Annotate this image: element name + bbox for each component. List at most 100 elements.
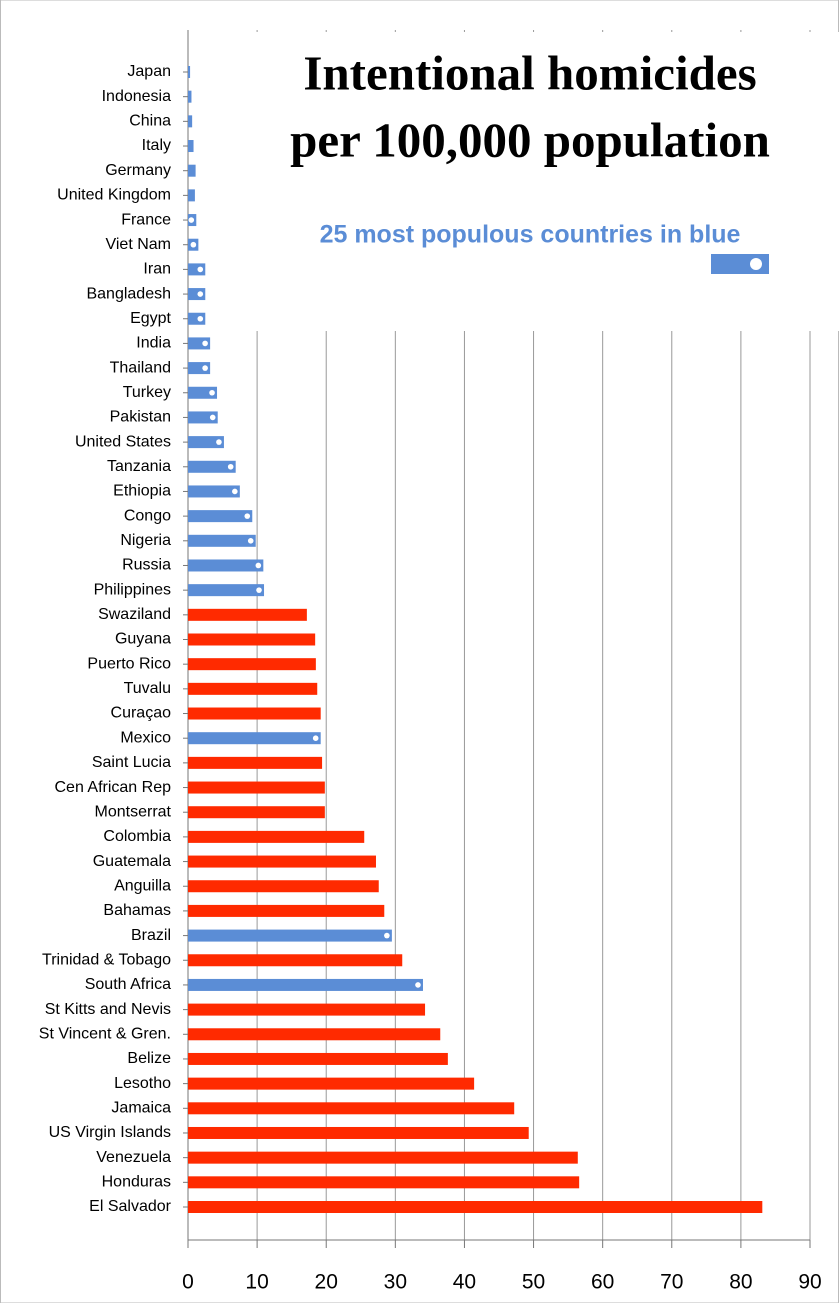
- bar: [188, 140, 194, 153]
- y-tick-label: Puerto Rico: [87, 655, 171, 672]
- y-tick-label: United States: [75, 433, 171, 450]
- bar: [188, 510, 253, 523]
- bar-dot: [244, 513, 251, 519]
- bar: [188, 756, 323, 769]
- bar-dot: [209, 414, 216, 421]
- bar: [188, 90, 192, 103]
- bar: [188, 855, 376, 868]
- y-tick-label: Honduras: [102, 1174, 171, 1191]
- bar-dot: [216, 439, 222, 445]
- y-tick-label: Iran: [143, 261, 171, 278]
- x-tick-label: 70: [660, 1271, 683, 1294]
- y-tick-label: Brazil: [131, 927, 171, 944]
- bar-dot: [197, 266, 204, 273]
- title-panel: [242, 32, 839, 331]
- y-tick-label: Montserrat: [95, 803, 172, 820]
- bar: [188, 1003, 426, 1016]
- y-tick-label: Viet Nam: [105, 236, 171, 253]
- bar: [188, 436, 224, 449]
- y-tick-label: Swaziland: [98, 606, 171, 623]
- y-tick-label: Ethiopia: [113, 483, 171, 500]
- bar: [188, 682, 318, 695]
- bar: [188, 830, 365, 843]
- y-tick-label: Tanzania: [107, 458, 171, 475]
- x-tick-label: 20: [315, 1271, 338, 1294]
- bar: [188, 66, 191, 78]
- bar: [188, 978, 423, 991]
- bar-dot: [312, 735, 319, 741]
- y-tick-label: Saint Lucia: [92, 754, 171, 771]
- bar-dot: [232, 488, 238, 495]
- y-tick-label: St Kitts and Nevis: [45, 1001, 171, 1018]
- y-tick-label: Guatemala: [93, 853, 171, 870]
- y-tick-label: South Africa: [85, 976, 171, 993]
- bar: [188, 658, 316, 671]
- y-tick-label: Nigeria: [120, 532, 171, 549]
- y-tick-label: Jamaica: [111, 1100, 171, 1117]
- bar: [188, 312, 206, 325]
- bar: [188, 189, 195, 202]
- bar: [188, 584, 265, 597]
- bar: [188, 1052, 448, 1065]
- y-tick-label: Thailand: [110, 359, 171, 376]
- y-tick-label: Guyana: [115, 631, 171, 648]
- bar: [188, 559, 264, 572]
- bar: [188, 534, 256, 547]
- x-tick-label: 90: [798, 1271, 821, 1294]
- y-tick-label: Turkey: [123, 384, 171, 401]
- y-tick-label: Venezuela: [96, 1149, 171, 1166]
- bar: [188, 164, 196, 177]
- legend-dot: [750, 258, 762, 270]
- y-tick-label: United Kingdom: [57, 187, 171, 204]
- y-tick-label: El Salvador: [89, 1198, 171, 1215]
- bar: [188, 633, 316, 646]
- bar: [188, 880, 379, 893]
- y-tick-label: Colombia: [103, 828, 171, 845]
- bar-dot: [415, 982, 421, 988]
- y-tick-label: Japan: [127, 63, 171, 80]
- legend-label: 25 most populous countries in blue: [320, 221, 741, 249]
- bar-dot: [188, 217, 195, 223]
- bar: [188, 1028, 441, 1041]
- bar-dot: [202, 365, 208, 371]
- y-tick-label: Trinidad & Tobago: [42, 951, 171, 968]
- bar-dot: [190, 241, 197, 248]
- y-tick-label: Philippines: [94, 581, 171, 598]
- bar: [188, 781, 325, 794]
- bar: [188, 608, 307, 621]
- y-tick-label: Pakistan: [110, 409, 171, 426]
- chart-title: Intentional homicides: [303, 45, 756, 100]
- x-tick-label: 0: [182, 1271, 194, 1294]
- bar: [188, 1176, 580, 1189]
- y-tick-label: Bahamas: [103, 902, 171, 919]
- x-tick-label: 60: [591, 1271, 614, 1294]
- bar: [188, 1102, 515, 1115]
- y-tick-label: Bangladesh: [86, 285, 171, 302]
- bar-dot: [255, 562, 262, 569]
- y-tick-label: Egypt: [130, 310, 171, 327]
- bar-dot: [247, 538, 254, 544]
- bar-dot: [197, 315, 204, 322]
- bar-dot: [256, 587, 262, 593]
- y-tick-label: China: [129, 113, 171, 130]
- y-tick-label: St Vincent & Gren.: [39, 1026, 171, 1043]
- y-tick-label: Lesotho: [114, 1075, 171, 1092]
- bar: [188, 337, 211, 350]
- x-tick-label: 30: [384, 1271, 407, 1294]
- x-tick-label: 10: [245, 1271, 268, 1294]
- bar: [188, 288, 206, 301]
- y-tick-label: Italy: [142, 137, 171, 154]
- y-tick-label: France: [121, 211, 171, 228]
- y-tick-label: Curaçao: [111, 705, 172, 722]
- bar: [188, 115, 193, 128]
- bar: [188, 707, 321, 720]
- bar-dot: [384, 932, 390, 939]
- bar: [188, 806, 325, 819]
- bar: [188, 485, 240, 498]
- bar: [188, 411, 218, 424]
- y-tick-label: Germany: [105, 162, 171, 179]
- bar-dot: [227, 463, 234, 470]
- y-tick-label: Russia: [122, 557, 171, 574]
- bar: [188, 929, 392, 942]
